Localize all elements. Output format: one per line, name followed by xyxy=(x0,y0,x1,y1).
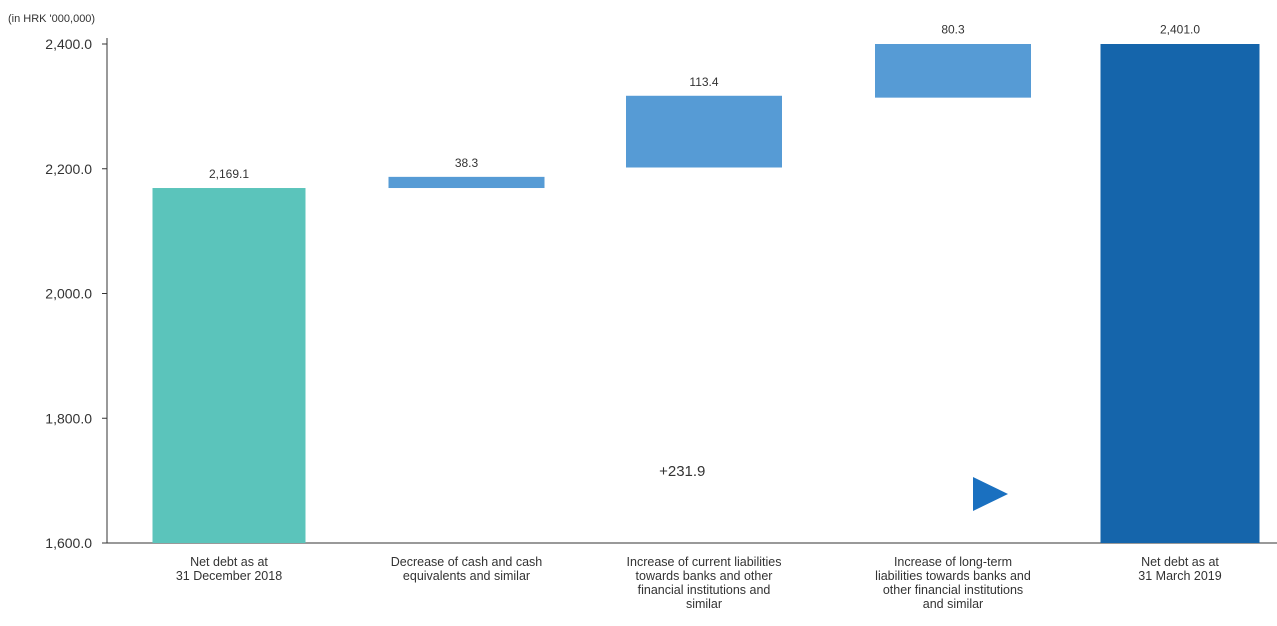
bar-value-label: 2,169.1 xyxy=(209,167,249,181)
y-tick-label: 1,600.0 xyxy=(45,535,92,551)
bars-group xyxy=(152,44,1260,544)
x-axis-category-labels: Net debt as at 31 December 2018 Decrease o… xyxy=(176,555,1222,611)
bar-4 xyxy=(875,44,1031,98)
bar-value-label: 2,401.0 xyxy=(1160,22,1200,36)
unit-label: (in HRK '000,000) xyxy=(8,13,95,25)
bar-3 xyxy=(626,95,782,168)
bar-value-label: 80.3 xyxy=(941,22,965,36)
x-category-label: Decrease of cash and cash equivalents and… xyxy=(391,555,543,583)
x-category-label: Net debt as at 31 March 2019 xyxy=(1138,555,1221,583)
change-annotation: +231.9 xyxy=(366,463,1008,511)
y-tick-label: 1,800.0 xyxy=(45,410,92,426)
y-tick-label: 2,400.0 xyxy=(45,36,92,52)
annotation-label: +231.9 xyxy=(659,463,705,480)
bar-value-labels: 2,169.1 38.3 113.4 80.3 2,401.0 xyxy=(209,22,1200,181)
x-category-label: Increase of long-term liabilities towards… xyxy=(875,555,1031,611)
annotation-arrow-head xyxy=(973,477,1008,511)
bar-5 xyxy=(1100,44,1260,543)
y-tick-label: 2,000.0 xyxy=(45,286,92,302)
x-category-label: Increase of current liabilities towards b… xyxy=(627,555,782,611)
x-category-label: Net debt as at 31 December 2018 xyxy=(176,555,282,583)
bar-2 xyxy=(388,176,545,189)
bar-value-label: 113.4 xyxy=(689,75,718,89)
bar-1 xyxy=(152,188,306,544)
bar-value-label: 38.3 xyxy=(455,156,479,170)
y-axis-ticks: 1,600.0 1,800.0 2,000.0 2,200.0 2,400.0 xyxy=(45,36,107,551)
y-tick-label: 2,200.0 xyxy=(45,161,92,177)
